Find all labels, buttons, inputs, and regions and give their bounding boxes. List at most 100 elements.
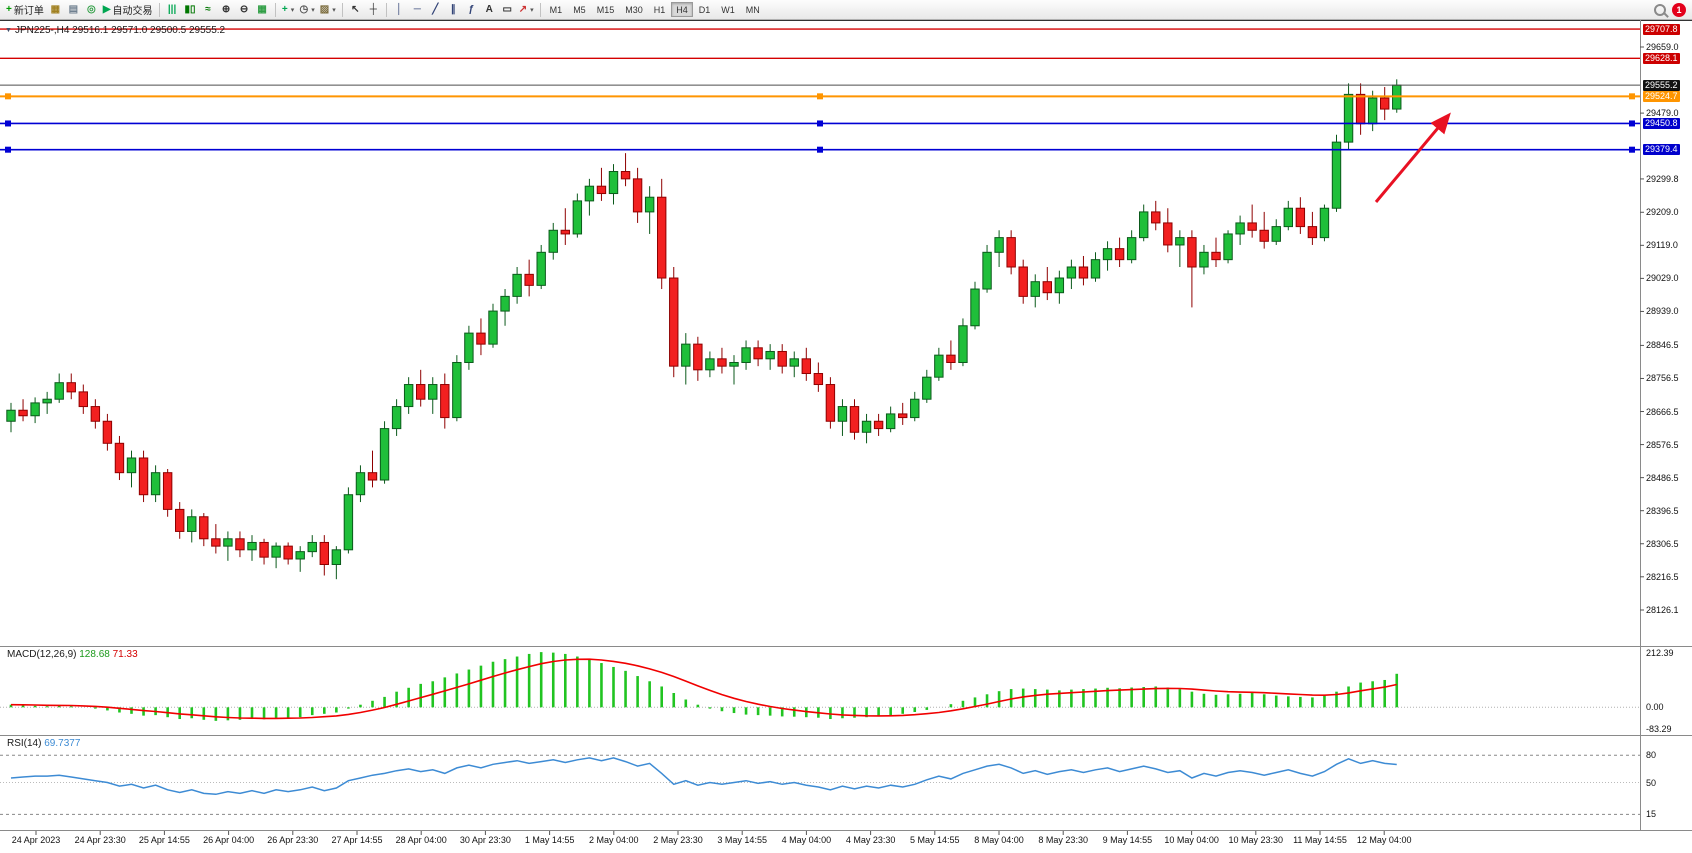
time-label: 10 May 23:30 xyxy=(1228,835,1284,845)
price-badge: 29555.2 xyxy=(1643,79,1680,91)
templates-button[interactable]: ▨ ▾ xyxy=(318,2,338,18)
new-chart-button[interactable]: ▦ xyxy=(47,2,64,18)
profiles-icon: ▤ xyxy=(68,3,79,15)
timeframe-m15-button[interactable]: M15 xyxy=(592,2,620,17)
timeframe-h1-button[interactable]: H1 xyxy=(649,2,671,17)
bar-chart-button[interactable]: ||| xyxy=(164,2,181,18)
time-label: 26 Apr 04:00 xyxy=(203,835,255,845)
autotrading-label: 自动交易 xyxy=(112,6,153,17)
indicators-icon: + xyxy=(281,3,288,15)
vertical-line-icon: │ xyxy=(396,3,403,15)
cursor-button[interactable]: ↖ xyxy=(347,2,364,18)
time-label: 5 May 14:55 xyxy=(910,835,960,845)
price-label: 28756.5 xyxy=(1646,373,1679,384)
price-badge: 29628.1 xyxy=(1643,52,1680,64)
timeframe-m30-button[interactable]: M30 xyxy=(620,2,648,17)
timeframe-m5-button[interactable]: M5 xyxy=(568,2,591,17)
price-label: 28396.5 xyxy=(1646,505,1679,516)
new-order-button[interactable]: + 新订单 xyxy=(4,2,46,18)
crosshair-button[interactable]: ┼ xyxy=(365,2,382,18)
toolbar-right: 1 xyxy=(1644,2,1688,17)
autotrading-icon: ▶ xyxy=(102,3,111,15)
time-label: 2 May 23:30 xyxy=(653,835,703,845)
notification-badge[interactable]: 1 xyxy=(1672,2,1686,17)
text-label-icon: ▭ xyxy=(502,3,512,15)
chart-title-text: JPN225-,H4 29516.1 29571.0 29500.5 29555… xyxy=(14,25,226,36)
dropdown-caret-icon: ▾ xyxy=(530,6,534,14)
macd-axis-label: -83.29 xyxy=(1646,724,1672,734)
toolbar-separator xyxy=(385,2,387,17)
autotrading-button[interactable]: ▶ 自动交易 xyxy=(101,2,155,18)
price-label: 28846.5 xyxy=(1646,340,1679,351)
time-label: 2 May 04:00 xyxy=(589,835,639,845)
rsi-axis-label: 80 xyxy=(1646,750,1657,761)
timeframe-d1-button[interactable]: D1 xyxy=(694,2,716,17)
toolbar-separator xyxy=(539,2,541,17)
dropdown-caret-icon: ▾ xyxy=(311,6,315,14)
bar-chart-icon: ||| xyxy=(167,3,177,15)
time-label: 1 May 14:55 xyxy=(524,835,575,845)
macd-indicator-label: MACD(12,26,9) 128.68 71.33 xyxy=(7,649,138,660)
fibonacci-button[interactable]: ƒ xyxy=(463,2,480,18)
refresh-button[interactable]: ◎ xyxy=(83,2,100,18)
new-chart-icon: ▦ xyxy=(50,3,61,15)
time-label: 4 May 04:00 xyxy=(781,835,832,845)
time-label: 8 May 23:30 xyxy=(1038,835,1088,845)
price-label: 29209.0 xyxy=(1646,207,1679,218)
text-icon: A xyxy=(485,3,493,15)
candlestick-chart-icon: ▮▯ xyxy=(184,3,196,15)
time-label: 24 Apr 23:30 xyxy=(74,835,126,845)
timeframe-mn-button[interactable]: MN xyxy=(741,2,765,17)
new-order-label: 新订单 xyxy=(13,6,44,17)
candlestick-chart-button[interactable]: ▮▯ xyxy=(182,2,199,18)
periods-button[interactable]: ◷ ▾ xyxy=(298,2,317,18)
arrows-button[interactable]: ↗ ▾ xyxy=(517,2,536,18)
indicators-button[interactable]: + ▾ xyxy=(280,2,297,18)
line-chart-button[interactable]: ≈ xyxy=(200,2,217,18)
time-label: 27 Apr 14:55 xyxy=(331,835,383,845)
time-label: 3 May 14:55 xyxy=(717,835,767,845)
horizontal-line-button[interactable]: ─ xyxy=(409,2,426,18)
price-label: 29119.0 xyxy=(1646,240,1678,251)
macd-signal-value: 71.33 xyxy=(112,649,138,660)
time-label: 26 Apr 23:30 xyxy=(267,835,319,845)
time-label: 4 May 23:30 xyxy=(845,835,896,845)
zoom-out-icon: ⊖ xyxy=(239,3,249,15)
channel-button[interactable]: ∥ xyxy=(445,2,462,18)
search-icon[interactable] xyxy=(1654,3,1666,16)
rsi-label-text: RSI(14) xyxy=(7,738,42,749)
tile-windows-button[interactable]: ▦ xyxy=(254,2,271,18)
channel-icon: ∥ xyxy=(450,3,456,15)
timeframe-h4-button[interactable]: H4 xyxy=(671,2,693,17)
text-label-button[interactable]: ▭ xyxy=(499,2,516,18)
zoom-out-button[interactable]: ⊖ xyxy=(236,2,253,18)
price-label: 29029.0 xyxy=(1646,273,1679,284)
refresh-icon: ◎ xyxy=(86,3,96,15)
price-label: 28666.5 xyxy=(1646,406,1679,417)
collapse-triangle-icon[interactable]: ▼ xyxy=(5,26,12,34)
price-label: 28486.5 xyxy=(1646,472,1679,483)
text-button[interactable]: A xyxy=(481,2,498,18)
time-label: 9 May 14:55 xyxy=(1102,835,1153,845)
fibonacci-icon: ƒ xyxy=(468,3,475,15)
periods-icon: ◷ xyxy=(299,3,309,15)
templates-icon: ▨ xyxy=(319,3,330,15)
profiles-button[interactable]: ▤ xyxy=(65,2,82,18)
price-label: 29299.8 xyxy=(1646,173,1679,184)
vertical-line-button[interactable]: │ xyxy=(391,2,408,18)
timeframe-m1-button[interactable]: M1 xyxy=(545,2,568,17)
timeframe-w1-button[interactable]: W1 xyxy=(716,2,740,17)
tile-windows-icon: ▦ xyxy=(257,3,267,15)
rsi-axis-label: 50 xyxy=(1646,777,1657,788)
time-label: 28 Apr 04:00 xyxy=(395,835,447,845)
crosshair-icon: ┼ xyxy=(369,3,377,15)
time-label: 11 May 14:55 xyxy=(1293,835,1347,845)
macd-axis-label: 0.00 xyxy=(1646,702,1664,713)
trendline-button[interactable]: ╱ xyxy=(427,2,444,18)
time-label: 8 May 04:00 xyxy=(974,835,1024,845)
new-order-icon: + xyxy=(6,3,12,15)
zoom-in-button[interactable]: ⊕ xyxy=(218,2,235,18)
time-label: 30 Apr 23:30 xyxy=(459,835,511,845)
